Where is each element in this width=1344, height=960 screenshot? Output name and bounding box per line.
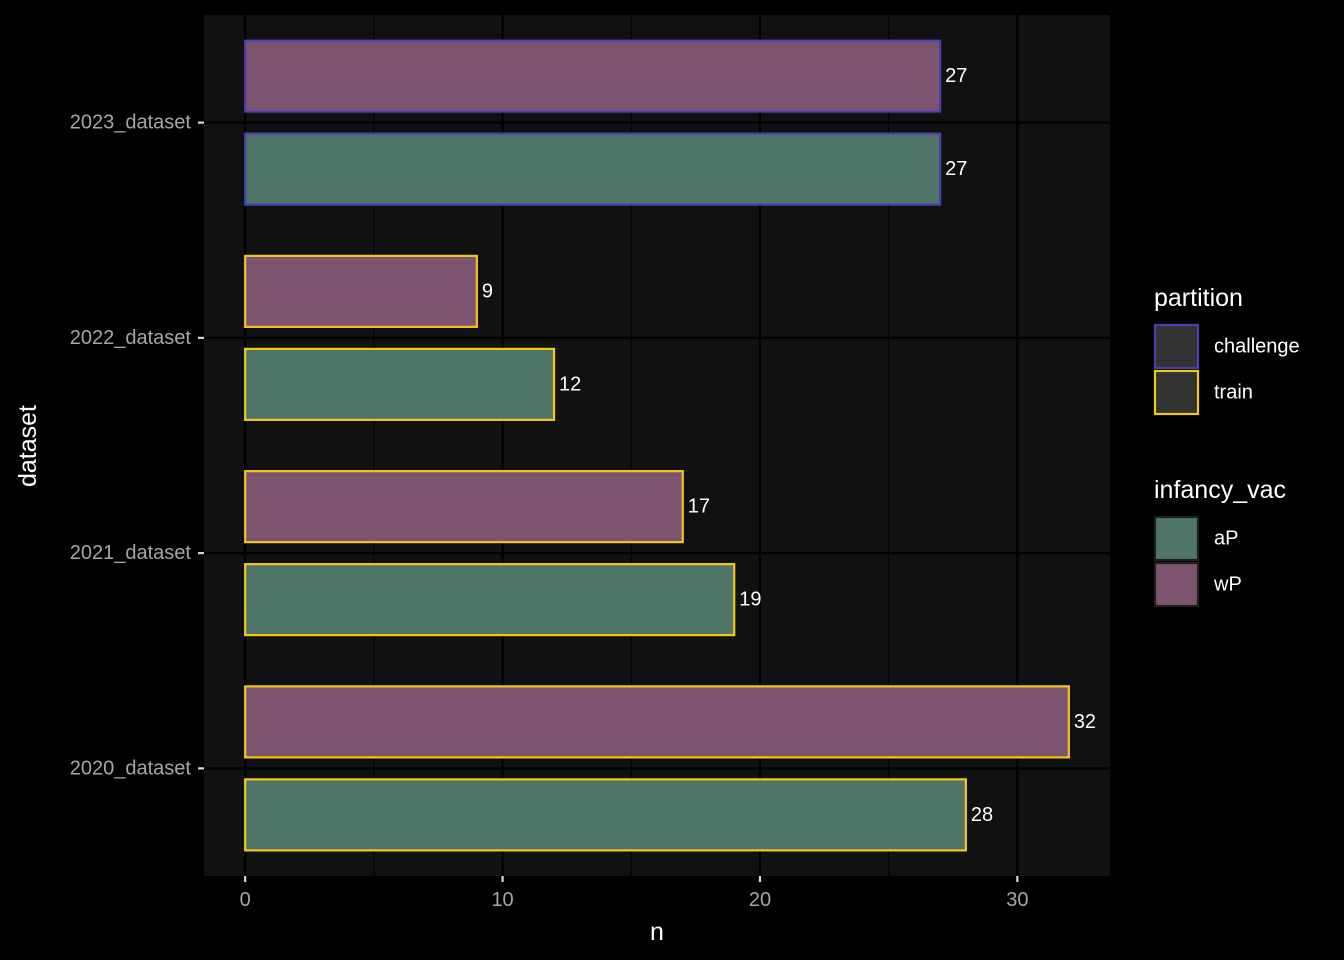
- bar-wP-2021_dataset: [244, 470, 684, 544]
- x-tick-label: 0: [240, 889, 251, 911]
- legend-key-train: [1153, 369, 1200, 416]
- data-labels: 28 19 12 27 32 17 9 27: [482, 65, 1096, 826]
- x-axis-title: n: [650, 918, 664, 946]
- y-tick-label: 2022_dataset: [70, 327, 192, 349]
- data-label: 27: [945, 158, 967, 180]
- legend-title: infancy_vac: [1154, 476, 1286, 504]
- legend-label: aP: [1214, 528, 1238, 550]
- y-axis: 2020_dataset 2021_dataset 2022_dataset 2023…: [70, 112, 204, 779]
- data-label: 9: [482, 280, 493, 302]
- legend-key-challenge: [1153, 323, 1200, 370]
- x-tick-label: 30: [1006, 889, 1028, 911]
- bar-aP-2022_dataset: [244, 347, 556, 421]
- bar-wP-2022_dataset: [244, 254, 478, 328]
- y-axis-title: dataset: [14, 405, 42, 487]
- legend-label: train: [1214, 382, 1253, 404]
- legend-label: wP: [1213, 574, 1242, 596]
- data-label: 27: [945, 65, 967, 87]
- x-tick-label: 10: [491, 889, 513, 911]
- data-label: 32: [1074, 711, 1096, 733]
- y-tick-label: 2020_dataset: [70, 757, 192, 779]
- bars: [244, 39, 1070, 852]
- bar-aP-2023_dataset: [244, 132, 942, 206]
- bar-wP-2023_dataset: [244, 39, 942, 113]
- data-label: 19: [739, 589, 761, 611]
- legend-key-wP: [1153, 561, 1200, 608]
- data-label: 17: [688, 496, 710, 518]
- legend: partition challenge train infancy_vac aP wP: [1153, 284, 1300, 608]
- legend-title: partition: [1154, 284, 1243, 312]
- bar-aP-2021_dataset: [244, 563, 736, 637]
- x-axis: 0 10 20 30: [240, 876, 1028, 911]
- legend-label: challenge: [1214, 336, 1300, 358]
- legend-key-aP: [1153, 515, 1200, 562]
- data-label: 28: [971, 804, 993, 826]
- data-label: 12: [559, 373, 581, 395]
- x-tick-label: 20: [749, 889, 771, 911]
- bar-aP-2020_dataset: [244, 778, 967, 852]
- y-tick-label: 2021_dataset: [70, 542, 192, 564]
- bar-wP-2020_dataset: [244, 685, 1070, 759]
- y-tick-label: 2023_dataset: [70, 112, 192, 134]
